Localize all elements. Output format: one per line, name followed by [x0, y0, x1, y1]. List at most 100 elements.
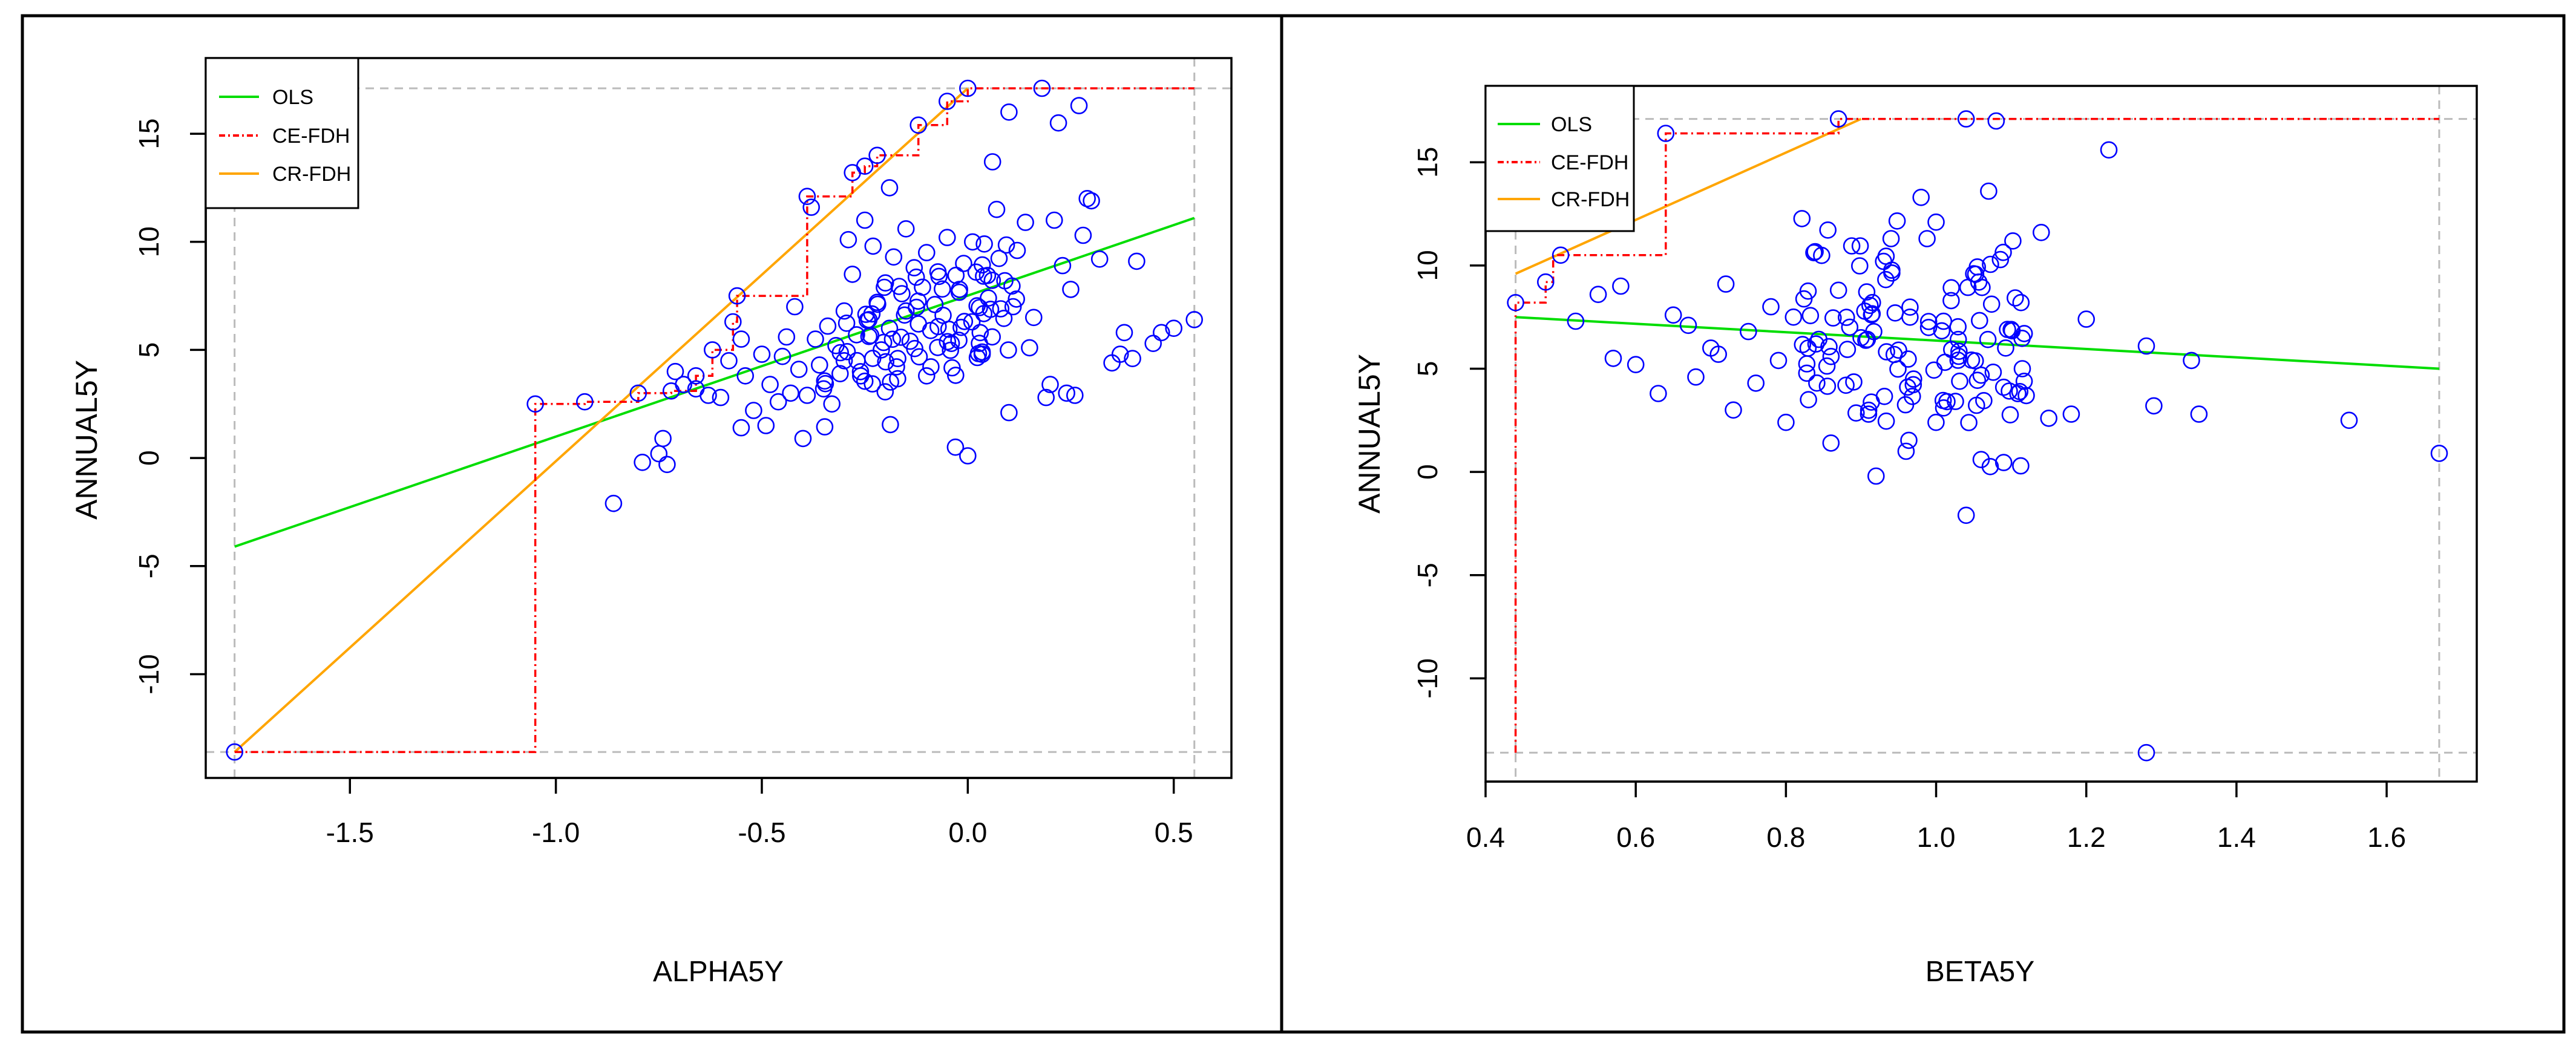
data-point: [995, 309, 1013, 327]
y-tick-label: -5: [1412, 563, 1443, 587]
data-point: [1934, 391, 1952, 410]
data-point: [2190, 405, 2208, 423]
data-point: [877, 353, 894, 371]
y-tick-label: -10: [133, 654, 165, 694]
data-point: [990, 249, 1008, 267]
x-tick-label: 1.0: [1917, 821, 1956, 853]
data-point: [838, 342, 856, 361]
data-point: [982, 300, 1000, 318]
data-point: [975, 235, 993, 253]
x-tick-label: -1.5: [326, 817, 374, 848]
data-point: [1037, 388, 1055, 407]
data-point: [1507, 293, 1524, 312]
legend-label-ce-fdh: CE-FDH: [1551, 151, 1628, 174]
data-point: [2033, 223, 2050, 241]
legend-label-ols: OLS: [272, 86, 313, 109]
data-point: [1918, 230, 1936, 247]
data-point: [1901, 298, 1919, 316]
data-point: [1997, 339, 2014, 357]
ce-fdh-line: [234, 87, 1195, 753]
data-point: [1805, 244, 1823, 262]
data-point: [794, 430, 812, 448]
data-point: [1843, 237, 1861, 255]
data-point: [983, 153, 1001, 171]
fit-lines: [1514, 117, 2440, 753]
y-tick-label: 0: [1412, 464, 1443, 480]
data-point: [907, 268, 925, 286]
fit-lines: [234, 87, 1195, 753]
data-points: [1507, 110, 2448, 762]
figure-frame: [21, 14, 2566, 1034]
data-point: [1128, 252, 1145, 270]
data-point: [1777, 413, 1795, 431]
data-point: [1851, 257, 1869, 275]
data-point: [2100, 141, 2118, 159]
data-point: [728, 287, 746, 305]
data-point: [1124, 350, 1141, 368]
x-tick-label: 0.5: [1155, 817, 1193, 848]
data-point: [819, 317, 837, 335]
data-point: [992, 300, 1010, 318]
data-point: [1627, 356, 1645, 374]
ols-line: [234, 217, 1195, 548]
data-point: [1090, 250, 1109, 268]
data-point: [876, 278, 893, 296]
data-point: [1552, 246, 1570, 264]
data-point: [1115, 324, 1133, 342]
data-point: [1972, 366, 1990, 384]
data-point: [2430, 445, 2448, 462]
data-point: [1589, 286, 1607, 304]
data-point: [983, 272, 1001, 289]
data-point: [1933, 322, 1951, 340]
data-point: [1062, 281, 1080, 298]
data-point: [757, 417, 775, 434]
data-point: [896, 306, 914, 324]
data-point: [929, 339, 946, 356]
data-point: [1882, 230, 1900, 247]
data-point: [926, 296, 944, 313]
data-point: [883, 330, 902, 348]
data-point: [831, 344, 849, 362]
data-point: [1935, 312, 1953, 330]
data-point: [864, 350, 882, 367]
legend-box: [1484, 85, 1635, 232]
data-point: [1000, 341, 1017, 359]
data-point: [959, 79, 977, 97]
data-point: [839, 230, 857, 249]
data-point: [918, 244, 936, 261]
data-point: [857, 305, 875, 323]
data-point: [1875, 387, 1893, 405]
data-point: [874, 333, 893, 351]
data-point: [1877, 412, 1895, 430]
legend-label-cr-fdh: CR-FDH: [272, 163, 351, 186]
data-point: [1144, 335, 1162, 353]
chart-panel-alpha: -1.5 -1.0 -0.5 0.0 0.5 -10 -5 0 5 10 15 OLS CE-FD…: [70, 57, 1233, 988]
data-point: [1070, 97, 1088, 114]
data-point: [1896, 396, 1915, 414]
x-tick-label: 1.2: [2067, 821, 2106, 853]
data-point: [1046, 211, 1063, 229]
data-point: [1867, 467, 1885, 485]
data-point: [1925, 361, 1943, 379]
data-point: [1897, 442, 1915, 460]
data-point: [1054, 256, 1072, 275]
data-point: [1942, 279, 1960, 297]
data-point: [947, 266, 965, 284]
x-tick-label: -1.0: [532, 817, 580, 848]
data-point: [1679, 316, 1697, 335]
data-point: [882, 416, 899, 434]
data-point: [816, 418, 834, 436]
data-point: [939, 333, 957, 351]
data-point: [1949, 351, 1967, 369]
data-point: [2040, 410, 2057, 427]
data-point: [1912, 188, 1930, 206]
data-point: [906, 339, 923, 358]
x-tick-label: 0.0: [948, 817, 987, 848]
data-point: [1604, 350, 1622, 367]
data-point: [946, 438, 965, 456]
legend-label-cr-fdh: CR-FDH: [1551, 188, 1630, 211]
data-point: [856, 211, 874, 229]
data-point: [1021, 339, 1038, 357]
data-point: [745, 402, 762, 419]
x-tick-label: 1.4: [2217, 821, 2256, 853]
